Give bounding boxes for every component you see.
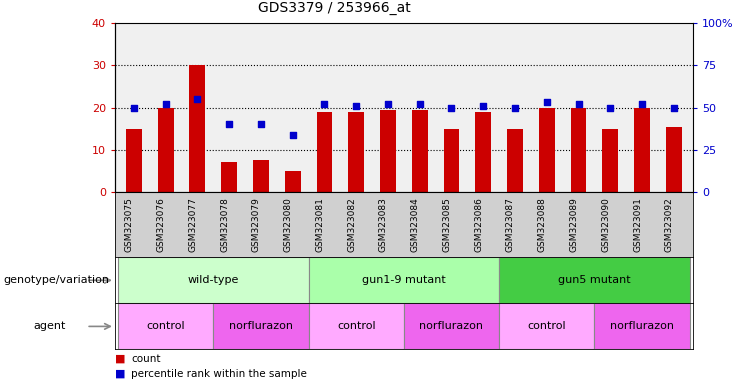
Bar — [190, 65, 205, 192]
Bar — [213, 303, 308, 349]
Point — [509, 104, 521, 111]
Text: GSM323092: GSM323092 — [665, 197, 674, 252]
Point — [605, 104, 617, 111]
Text: control: control — [528, 321, 566, 331]
Bar — [285, 171, 301, 192]
Point — [128, 104, 140, 111]
Text: agent: agent — [33, 321, 66, 331]
Point — [319, 101, 330, 107]
Bar — [348, 112, 364, 192]
Bar — [475, 112, 491, 192]
Bar — [507, 129, 523, 192]
Point — [445, 104, 457, 111]
Text: GSM323086: GSM323086 — [474, 197, 483, 252]
Point — [223, 121, 235, 127]
Point — [160, 101, 172, 107]
Text: GSM323083: GSM323083 — [379, 197, 388, 252]
Text: gun1-9 mutant: gun1-9 mutant — [362, 275, 446, 285]
Bar — [444, 129, 459, 192]
Text: norflurazon: norflurazon — [610, 321, 674, 331]
Text: GSM323075: GSM323075 — [125, 197, 134, 252]
Text: GSM323081: GSM323081 — [316, 197, 325, 252]
Point — [668, 104, 679, 111]
Bar — [571, 108, 586, 192]
Text: norflurazon: norflurazon — [419, 321, 483, 331]
Bar — [412, 110, 428, 192]
Point — [413, 101, 425, 107]
Bar — [308, 257, 499, 303]
Text: GSM323082: GSM323082 — [348, 197, 356, 252]
Bar — [118, 303, 213, 349]
Text: percentile rank within the sample: percentile rank within the sample — [131, 369, 307, 379]
Point — [350, 103, 362, 109]
Bar — [602, 129, 618, 192]
Bar — [158, 108, 173, 192]
Text: GSM323078: GSM323078 — [220, 197, 229, 252]
Text: GSM323080: GSM323080 — [284, 197, 293, 252]
Point — [573, 101, 585, 107]
Text: GDS3379 / 253966_at: GDS3379 / 253966_at — [258, 2, 411, 15]
Bar — [404, 303, 499, 349]
Text: ■: ■ — [115, 354, 125, 364]
Text: ■: ■ — [115, 369, 125, 379]
Text: control: control — [147, 321, 185, 331]
Point — [477, 103, 489, 109]
Text: gun5 mutant: gun5 mutant — [558, 275, 631, 285]
Point — [541, 99, 553, 106]
Text: GSM323090: GSM323090 — [601, 197, 611, 252]
Bar — [380, 110, 396, 192]
Text: control: control — [337, 321, 376, 331]
Bar — [126, 129, 142, 192]
Bar — [666, 127, 682, 192]
Text: GSM323084: GSM323084 — [411, 197, 419, 252]
Point — [382, 101, 394, 107]
Text: GSM323089: GSM323089 — [570, 197, 579, 252]
Text: norflurazon: norflurazon — [229, 321, 293, 331]
Bar — [118, 257, 308, 303]
Point — [191, 96, 203, 102]
Text: GSM323077: GSM323077 — [188, 197, 197, 252]
Text: genotype/variation: genotype/variation — [4, 275, 110, 285]
Text: GSM323076: GSM323076 — [156, 197, 166, 252]
Bar — [308, 303, 404, 349]
Text: GSM323079: GSM323079 — [252, 197, 261, 252]
Bar — [316, 112, 333, 192]
Point — [287, 131, 299, 137]
Bar — [499, 257, 690, 303]
Text: GSM323088: GSM323088 — [538, 197, 547, 252]
Text: count: count — [131, 354, 161, 364]
Text: GSM323091: GSM323091 — [633, 197, 642, 252]
Text: GSM323087: GSM323087 — [506, 197, 515, 252]
Bar — [594, 303, 690, 349]
Bar — [253, 161, 269, 192]
Bar — [499, 303, 594, 349]
Point — [255, 121, 267, 127]
Text: wild-type: wild-type — [187, 275, 239, 285]
Text: GSM323085: GSM323085 — [442, 197, 451, 252]
Point — [636, 101, 648, 107]
Bar — [539, 108, 555, 192]
Bar — [222, 162, 237, 192]
Bar — [634, 108, 650, 192]
